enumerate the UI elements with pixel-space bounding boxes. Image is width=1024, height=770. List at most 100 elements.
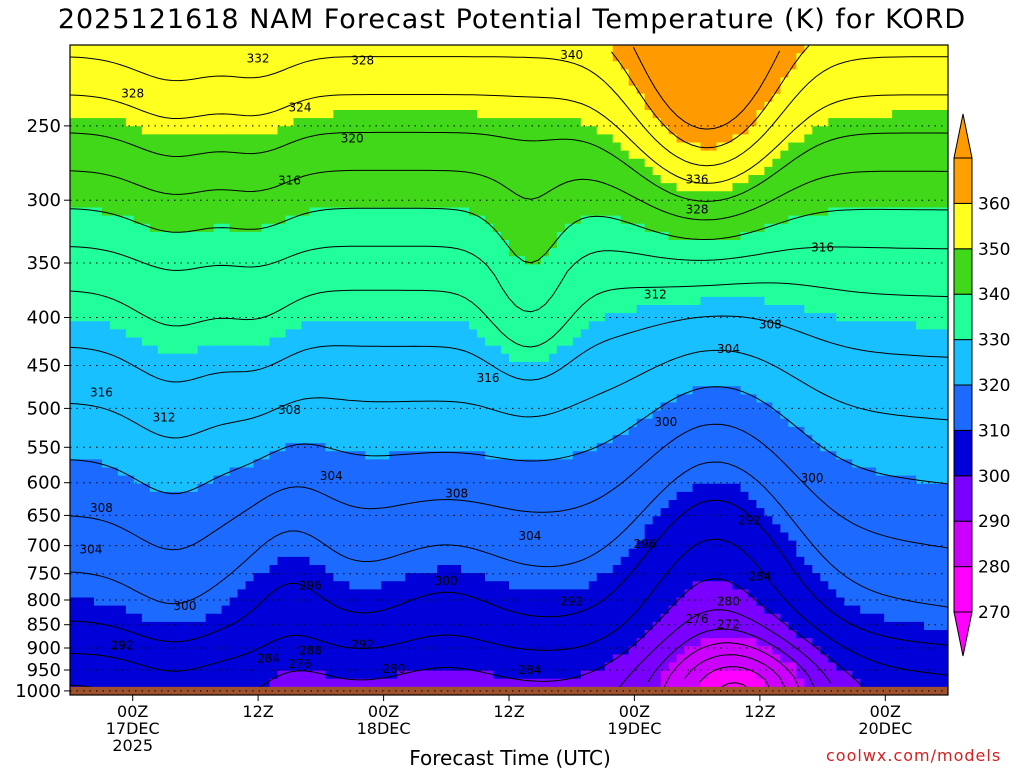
field-cell (764, 61, 773, 70)
field-cell (253, 183, 263, 192)
field-cell (668, 256, 678, 265)
field-cell (149, 207, 159, 217)
field-cell (588, 166, 598, 176)
field-cell (477, 361, 486, 371)
field-cell (469, 345, 478, 355)
field-cell (125, 69, 135, 79)
field-cell (612, 150, 622, 160)
field-cell (485, 288, 494, 298)
field-cell (572, 394, 582, 404)
field-cell (668, 118, 678, 127)
field-cell (684, 166, 694, 176)
field-cell (245, 313, 255, 322)
field-cell (884, 69, 893, 79)
field-cell (309, 402, 319, 412)
field-cell (285, 207, 295, 217)
field-cell (445, 207, 454, 217)
field-cell (229, 77, 239, 87)
field-cell (413, 110, 422, 119)
field-cell (636, 215, 646, 225)
field-cell (668, 166, 678, 176)
field-cell (309, 77, 319, 87)
field-cell (644, 370, 654, 379)
field-cell (509, 101, 518, 111)
field-cell (429, 191, 438, 200)
field-cell (628, 61, 638, 70)
field-cell (548, 134, 558, 144)
field-cell (524, 191, 534, 200)
field-cell (141, 231, 151, 241)
field-cell (413, 361, 422, 371)
field-cell (245, 118, 255, 127)
field-cell (732, 207, 742, 217)
field-cell (572, 101, 582, 111)
field-cell (197, 223, 207, 233)
field-cell (668, 402, 678, 412)
field-cell (133, 353, 143, 363)
field-cell (477, 231, 486, 241)
field-cell (828, 175, 837, 184)
field-cell (612, 85, 622, 95)
field-cell (604, 378, 614, 387)
field-cell (261, 353, 271, 363)
field-cell (429, 223, 438, 233)
field-cell (604, 191, 614, 200)
field-cell (820, 199, 829, 209)
field-cell (389, 410, 398, 420)
field-cell (524, 69, 534, 79)
field-cell (564, 264, 574, 274)
field-cell (309, 272, 319, 282)
field-cell (756, 223, 766, 233)
field-cell (540, 394, 550, 404)
field-cell (453, 150, 462, 160)
field-cell (684, 61, 694, 70)
field-cell (109, 93, 119, 103)
field-cell (788, 118, 797, 127)
field-cell (213, 166, 223, 176)
field-cell (732, 175, 742, 184)
field-cell (796, 361, 805, 371)
field-cell (692, 240, 702, 249)
field-cell (261, 329, 271, 339)
field-cell (932, 313, 941, 322)
field-cell (205, 410, 215, 420)
field-cell (908, 207, 917, 217)
field-cell (469, 77, 478, 87)
field-cell (836, 353, 845, 363)
field-cell (373, 410, 382, 420)
field-cell (301, 101, 311, 111)
field-cell (397, 240, 406, 249)
field-cell (708, 248, 718, 257)
field-cell (732, 93, 742, 103)
field-cell (133, 264, 143, 274)
field-cell (493, 85, 502, 95)
field-cell (197, 69, 207, 79)
field-cell (85, 280, 95, 290)
field-cell (604, 240, 614, 249)
field-cell (429, 402, 438, 412)
field-cell (572, 386, 582, 395)
field-cell (421, 223, 430, 233)
field-cell (596, 150, 606, 160)
field-cell (620, 166, 630, 176)
field-cell (796, 305, 805, 314)
field-cell (501, 378, 510, 387)
field-cell (349, 101, 358, 111)
field-cell (405, 93, 414, 103)
field-cell (756, 378, 766, 387)
field-cell (213, 280, 223, 290)
field-cell (173, 215, 183, 225)
field-cell (828, 321, 837, 330)
field-cell (333, 337, 342, 347)
field-cell (724, 69, 734, 79)
field-cell (445, 264, 454, 274)
field-cell (740, 264, 750, 274)
field-cell (724, 313, 734, 322)
field-cell (141, 248, 151, 257)
field-cell (628, 207, 638, 217)
field-cell (716, 296, 726, 306)
field-cell (413, 175, 422, 184)
field-cell (421, 45, 430, 54)
field-cell (365, 77, 374, 87)
field-cell (596, 126, 606, 135)
